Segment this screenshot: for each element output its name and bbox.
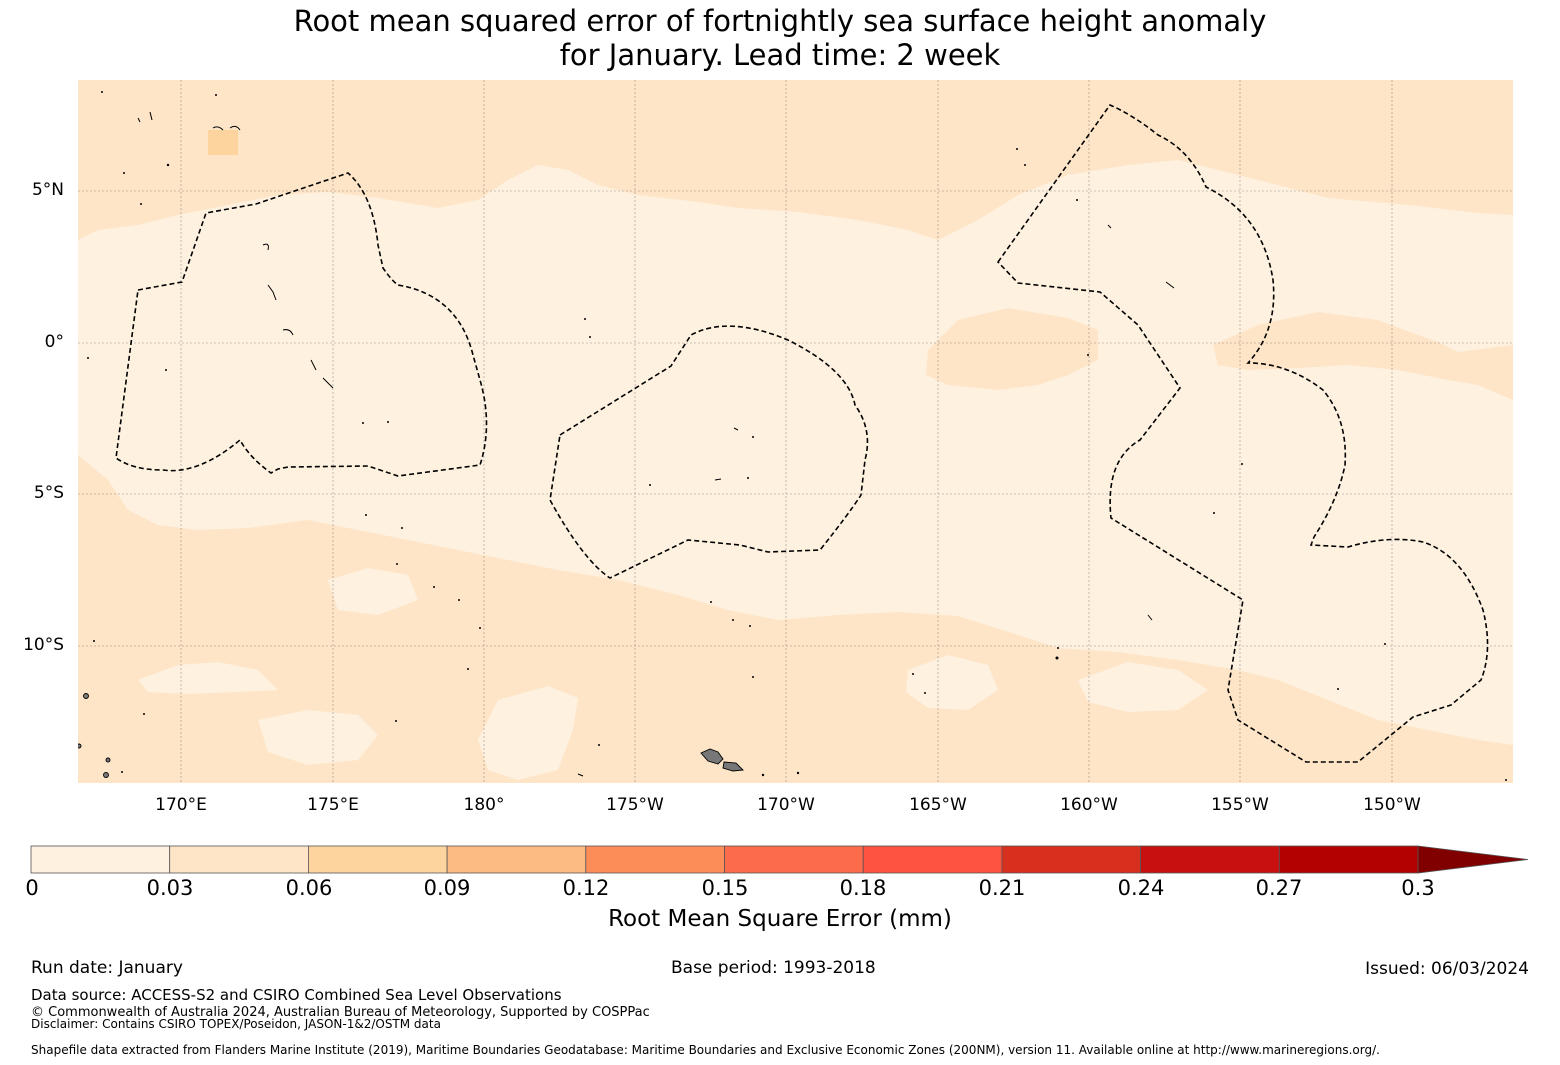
map-title-line2: for January. Lead time: 2 week xyxy=(559,38,1001,72)
colorbar-tick-0.09: 0.09 xyxy=(423,876,471,900)
lon-label-175e: 175°E xyxy=(307,795,359,815)
colorbar-segment-7 xyxy=(1001,845,1142,874)
south-light-patch-3 xyxy=(478,686,578,780)
islands xyxy=(78,693,744,778)
colorbar-tick-0.3: 0.3 xyxy=(1401,876,1435,900)
colorbar-tick-0.15: 0.15 xyxy=(701,876,749,900)
colorbar-tick-0.21: 0.21 xyxy=(978,876,1026,900)
lat-label-5s: 5°S xyxy=(33,483,64,503)
lon-label-170e: 170°E xyxy=(155,795,207,815)
south-light-patch-2 xyxy=(258,710,378,765)
small-darker-patch xyxy=(208,130,238,155)
map-title-line1: Root mean squared error of fortnightly s… xyxy=(293,4,1267,38)
eez-boundary-central xyxy=(549,325,869,579)
south-light-patch-4 xyxy=(328,568,418,615)
gridlines xyxy=(78,80,1513,783)
island-samoa-upolu xyxy=(700,748,724,765)
island-samoa-savaii xyxy=(722,761,744,772)
eez-boundary-west xyxy=(115,172,488,477)
equatorial-patch-far-east xyxy=(1213,312,1513,400)
island-small-3 xyxy=(78,743,82,749)
disclaimer-text: Disclaimer: Contains CSIRO TOPEX/Poseido… xyxy=(31,1017,441,1031)
colorbar-segment-9 xyxy=(1278,845,1419,874)
base-period: Base period: 1993-2018 xyxy=(671,958,876,978)
colorbar-tick-0.06: 0.06 xyxy=(285,876,333,900)
tiny-islets xyxy=(87,91,1507,781)
colorbar-segment-0 xyxy=(30,845,171,874)
colorbar-tick-0.27: 0.27 xyxy=(1255,876,1303,900)
shapefile-credit: Shapefile data extracted from Flanders M… xyxy=(31,1043,1380,1057)
south-light-patch-6 xyxy=(1078,662,1208,712)
colorbar-tick-0.03: 0.03 xyxy=(146,876,194,900)
eez-boundaries xyxy=(115,104,1489,763)
colorbar-label: Root Mean Square Error (mm) xyxy=(608,906,952,932)
island-small-4 xyxy=(105,757,111,763)
colorbar-segment-1 xyxy=(169,845,309,874)
lon-label-175w: 175°W xyxy=(606,795,664,815)
north-error-band xyxy=(78,80,1513,240)
run-date: Run date: January xyxy=(31,958,183,978)
lon-label-170w: 170°W xyxy=(757,795,815,815)
lon-label-180: 180° xyxy=(463,795,505,815)
issued-date: Issued: 06/03/2024 xyxy=(1365,959,1529,979)
colorbar-tick-0.12: 0.12 xyxy=(562,876,610,900)
equatorial-patch-east xyxy=(926,308,1098,390)
atolls xyxy=(137,111,1175,777)
lat-label-5n: 5°N xyxy=(31,180,64,200)
colorbar-tick-0: 0 xyxy=(25,876,39,900)
colorbar-tick-0.24: 0.24 xyxy=(1117,876,1165,900)
colorbar-segment-4 xyxy=(585,845,725,874)
island-small-1 xyxy=(83,693,89,699)
south-light-patch-5 xyxy=(906,655,998,710)
lon-label-160w: 160°W xyxy=(1060,795,1118,815)
lat-label-10s: 10°S xyxy=(23,635,64,655)
copyright-text: © Commonwealth of Australia 2024, Austra… xyxy=(31,1005,650,1020)
lat-label-0: 0° xyxy=(44,332,64,352)
eez-boundary-east xyxy=(996,104,1489,763)
data-source: Data source: ACCESS-S2 and CSIRO Combine… xyxy=(31,986,562,1004)
rmse-map xyxy=(78,80,1513,783)
colorbar xyxy=(30,845,1529,874)
colorbar-extend-arrow xyxy=(1417,845,1529,874)
lon-label-155w: 155°W xyxy=(1211,795,1269,815)
colorbar-segment-6 xyxy=(862,845,1003,874)
colorbar-segment-8 xyxy=(1140,845,1280,874)
colorbar-tick-0.18: 0.18 xyxy=(839,876,887,900)
colorbar-segment-2 xyxy=(307,845,448,874)
lon-label-150w: 150°W xyxy=(1363,795,1421,815)
south-light-patch-1 xyxy=(138,662,278,694)
island-small-2 xyxy=(103,772,109,778)
colorbar-segment-5 xyxy=(724,845,864,874)
colorbar-segment-3 xyxy=(446,845,587,874)
lon-label-165w: 165°W xyxy=(909,795,967,815)
